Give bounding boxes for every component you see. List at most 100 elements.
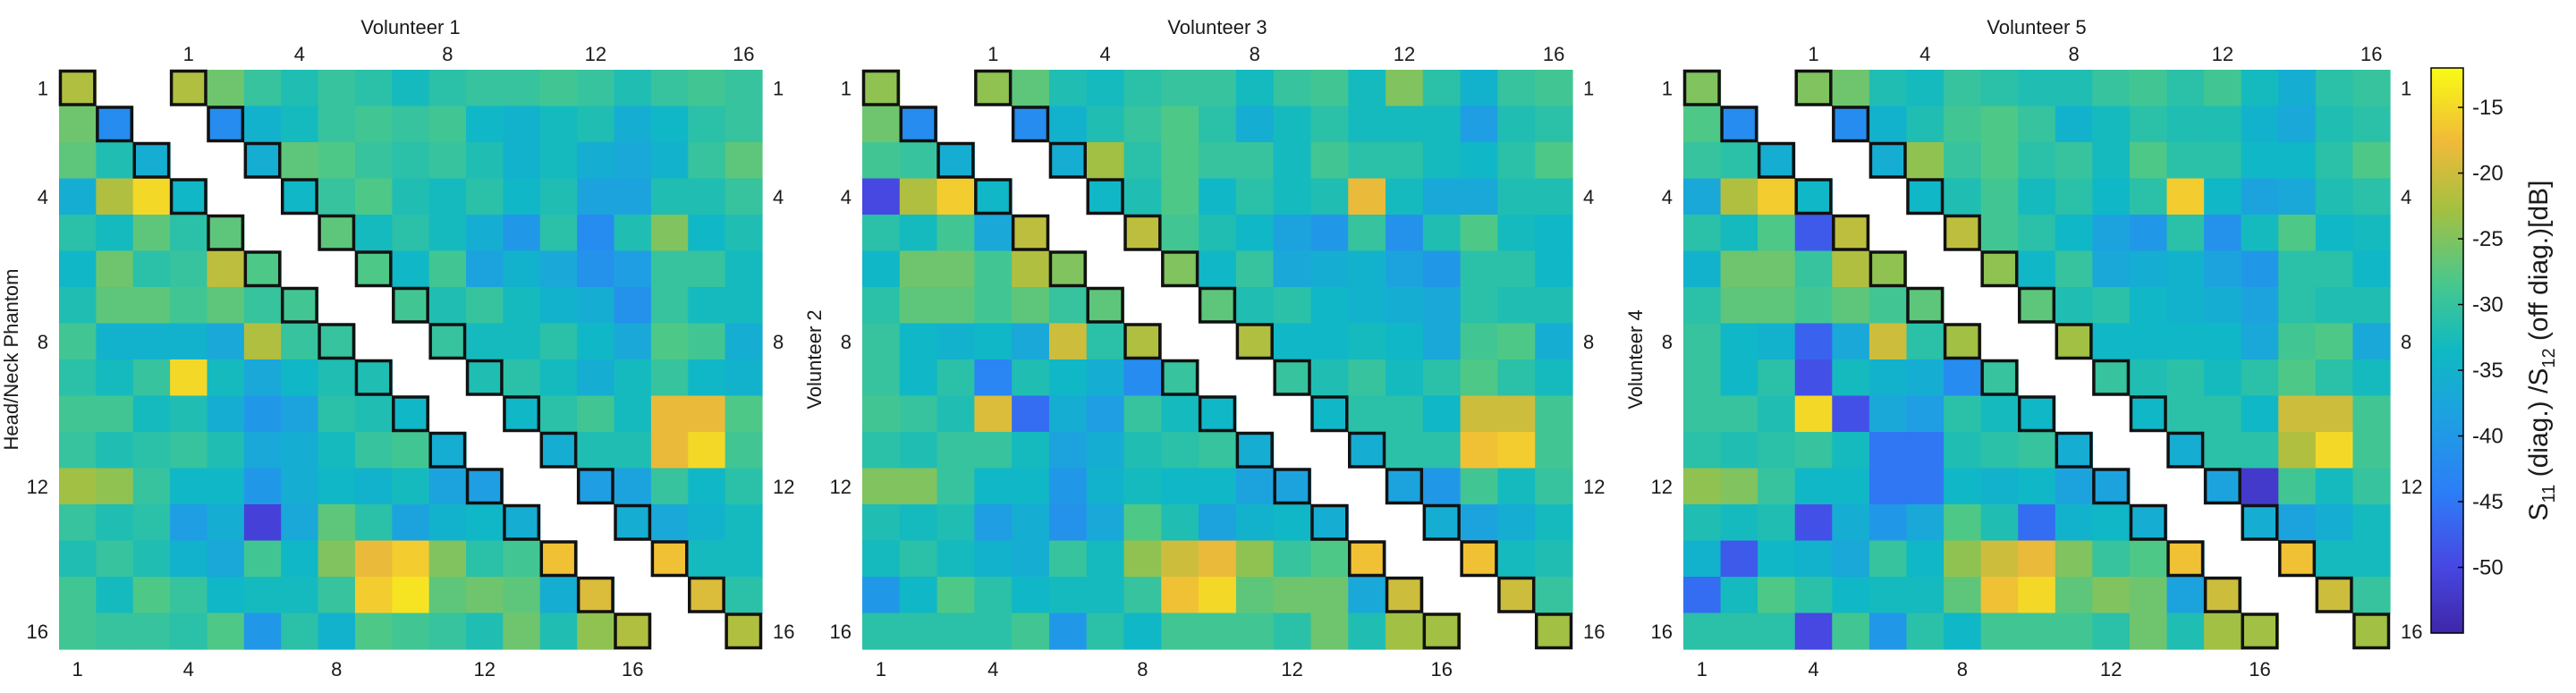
heatmap-cell-s12 (243, 70, 282, 107)
colorbar-tick-label: -35 (2472, 359, 2504, 383)
heatmap-cell-s12 (96, 468, 134, 505)
heatmap-cell-s12 (2315, 323, 2354, 360)
diagonal-cell-right (1422, 503, 1461, 541)
heatmap-cell-s12 (1235, 287, 1275, 325)
diagonal-cell-right (1497, 576, 1536, 613)
heatmap-cell-s12 (2352, 504, 2391, 542)
heatmap-cell-s12 (96, 359, 134, 397)
diagonal-cell-left (428, 431, 467, 469)
heatmap-cell-s12 (2166, 215, 2205, 252)
heatmap-cell-s12 (503, 613, 541, 650)
heatmap-cell-s12 (936, 432, 975, 469)
heatmap-cell-s12 (1161, 215, 1199, 252)
heatmap-cell-s12 (428, 504, 467, 542)
heatmap-cell-s12 (899, 142, 938, 180)
heatmap-cell-s12 (132, 395, 171, 433)
heatmap-cell-s12 (862, 359, 901, 397)
heatmap-cell-s12 (132, 178, 171, 216)
heatmap-cell-s12 (1310, 577, 1349, 614)
heatmap-cell-s12 (2055, 215, 2093, 252)
diagonal-cell-left (503, 503, 541, 541)
heatmap-cell-s12 (1086, 70, 1125, 107)
heatmap-cell-s12 (2352, 540, 2391, 578)
diagonal-cell-right (2278, 540, 2317, 578)
heatmap-cell-s12 (899, 540, 938, 578)
heatmap-cell-s12 (1497, 106, 1536, 143)
heatmap-cell-s12 (1832, 577, 1870, 614)
heatmap-cell-s12 (59, 142, 97, 180)
heatmap-cell-s12 (2018, 250, 2056, 288)
heatmap-cell-s12 (724, 359, 763, 397)
heatmap-cell-s12 (1310, 250, 1349, 288)
heatmap-cell-s12 (1758, 432, 1796, 469)
heatmap-cell-s12 (207, 613, 245, 650)
heatmap-cell-s12 (1758, 613, 1796, 650)
heatmap-cell-s12 (2092, 287, 2131, 325)
heatmap-cell-s12 (59, 287, 97, 325)
heatmap-cell-s12 (466, 577, 504, 614)
heatmap-cell-s12 (1906, 323, 1945, 360)
heatmap-cell-s12 (862, 395, 901, 433)
heatmap-cell-s12 (1086, 577, 1125, 614)
top-tick-label: 1 (1808, 43, 1818, 65)
heatmap-cell-s12 (1794, 323, 1833, 360)
heatmap-cell-s12 (132, 432, 171, 469)
heatmap-cell-s12 (1535, 323, 1573, 360)
heatmap-cell-s12 (2055, 287, 2093, 325)
heatmap-cell-s12 (2241, 468, 2279, 505)
top-tick-label: 4 (294, 43, 305, 65)
heatmap-cell-s12 (1758, 540, 1796, 578)
heatmap-cell-s12 (1086, 432, 1125, 469)
heatmap-cell-s12 (1161, 106, 1199, 143)
heatmap-cell-s12 (2018, 70, 2056, 107)
diagonal-cell-left (392, 395, 429, 433)
right-tick-label: 1 (1583, 77, 1594, 99)
heatmap-cell-s12 (1832, 287, 1870, 325)
heatmap-cell-s12 (318, 504, 356, 542)
heatmap-cell-s12 (1794, 395, 1833, 433)
heatmap-cell-s12 (1273, 323, 1312, 360)
heatmap-cell-s12 (2018, 215, 2056, 252)
heatmap-cell-s12 (2352, 106, 2391, 143)
heatmap-cell-s12 (428, 540, 467, 578)
heatmap-cell-s12 (2018, 540, 2056, 578)
left-tick-label: 12 (830, 476, 852, 498)
heatmap-cell-s12 (2278, 106, 2317, 143)
bottom-tick-label: 12 (1281, 658, 1302, 680)
colorbar-gradient (2430, 67, 2464, 634)
heatmap-cell-s12 (614, 106, 652, 143)
heatmap-cell-s12 (281, 468, 319, 505)
heatmap-cell-s12 (1235, 250, 1275, 288)
heatmap-cell-s12 (724, 432, 763, 469)
diagonal-cell-left (169, 178, 208, 216)
heatmap-cell-s12 (2018, 106, 2056, 143)
heatmap-cell-s12 (539, 70, 578, 107)
panel-volunteer-5: Volunteer 5 Volunteer 4 1 4 8 12 161 4 8 12 161 1… (1624, 16, 2422, 680)
heatmap-cell-s12 (2129, 540, 2168, 578)
heatmap-cell-s12 (2315, 142, 2354, 180)
diagonal-cell-left (2092, 468, 2131, 505)
heatmap-cell-s12 (2092, 613, 2131, 650)
heatmap-cell-s12 (132, 468, 171, 505)
heatmap-cell-s12 (2352, 432, 2391, 469)
heatmap-cell-s12 (2241, 432, 2279, 469)
heatmap-cell-s12 (1161, 540, 1199, 578)
heatmap-cell-s12 (1868, 106, 1908, 143)
colorbar-ticks: -15 -20 -25 -30 -35 -40 -45 -50 (2458, 96, 2504, 580)
heatmap-cell-s12 (1868, 577, 1908, 614)
heatmap-cell-s12 (1048, 323, 1088, 360)
heatmap-cell-s12 (1086, 106, 1125, 143)
heatmap-cell-s12 (2055, 577, 2093, 614)
heatmap-cell-s12 (1944, 504, 1982, 542)
heatmap-cell-s12 (466, 323, 504, 360)
heatmap-cell-s12 (2055, 540, 2093, 578)
heatmap-cell-s12 (899, 287, 938, 325)
right-tick-label: 12 (2401, 476, 2422, 498)
heatmap-cell-s12 (1758, 504, 1796, 542)
heatmap-cell-s12 (1758, 215, 1796, 252)
heatmap-cell-s12 (936, 504, 975, 542)
heatmap-cell-s12 (1310, 323, 1349, 360)
heatmap-cell-s12 (1161, 504, 1199, 542)
heatmap-cell-s12 (862, 540, 901, 578)
heatmap-cell-s12 (2129, 178, 2168, 216)
